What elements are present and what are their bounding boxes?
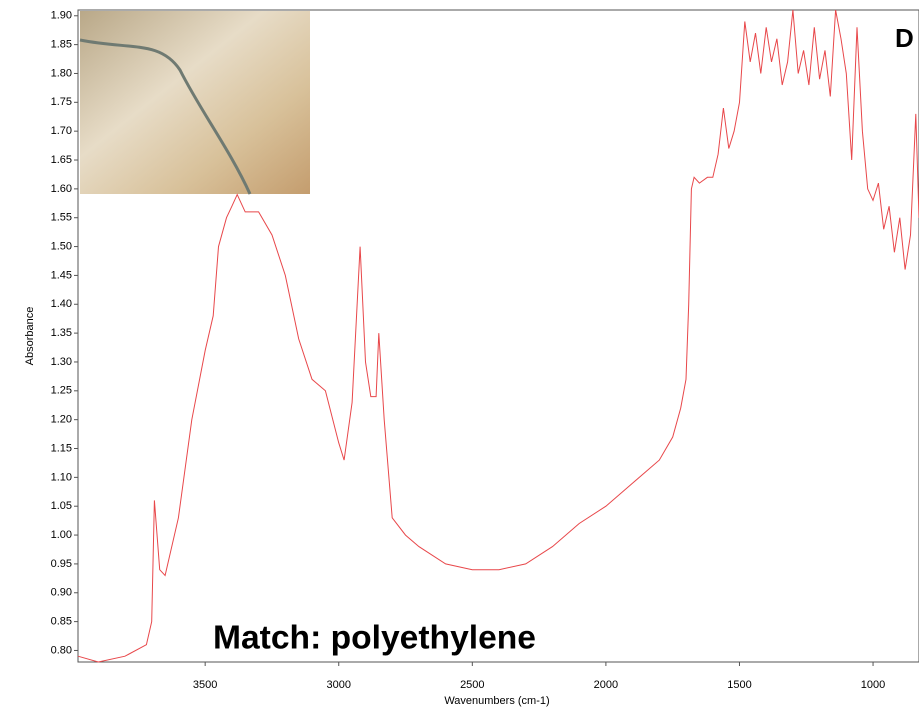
y-tick-label: 1.45 [51, 269, 72, 281]
y-tick-label: 1.25 [51, 385, 72, 397]
x-tick-label: 1500 [727, 679, 751, 691]
x-tick-label: 2500 [460, 679, 484, 691]
x-tick-label: 3500 [193, 679, 217, 691]
y-tick-label: 1.50 [51, 240, 72, 252]
x-tick-label: 3000 [326, 679, 350, 691]
y-tick-label: 1.90 [51, 10, 72, 22]
y-tick-label: 1.05 [51, 500, 72, 512]
y-tick-label: 1.00 [51, 529, 72, 541]
x-axis-label: Wavenumbers (cm-1) [444, 695, 549, 707]
y-tick-label: 1.55 [51, 212, 72, 224]
panel-label: D [895, 23, 914, 53]
spectrum-line [77, 9, 919, 663]
photo [80, 11, 310, 194]
y-tick-label: 0.85 [51, 616, 72, 628]
y-axis-label: Absorbance [24, 307, 36, 366]
x-tick-label: 2000 [594, 679, 618, 691]
y-tick-label: 1.70 [51, 125, 72, 137]
y-tick-label: 1.35 [51, 327, 72, 339]
y-tick-label: 1.60 [51, 183, 72, 195]
annotation: Match: polyethylene [213, 619, 536, 656]
y-tick-label: 1.85 [51, 39, 72, 51]
y-tick-label: 1.20 [51, 414, 72, 426]
plot-frame [77, 9, 919, 663]
y-tick-label: 0.80 [51, 644, 72, 656]
y-tick-label: 0.95 [51, 558, 72, 570]
y-tick-label: 1.15 [51, 442, 72, 454]
y-tick-label: 1.65 [51, 154, 72, 166]
y-tick-label: 0.90 [51, 587, 72, 599]
y-tick-label: 1.10 [51, 471, 72, 483]
photo-inset [79, 11, 310, 195]
y-tick-label: 1.80 [51, 67, 72, 79]
y-tick-label: 1.75 [51, 96, 72, 108]
y-tick-label: 1.30 [51, 356, 72, 368]
photo-crack [79, 38, 252, 195]
y-tick-label: 1.40 [51, 298, 72, 310]
x-tick-label: 1000 [861, 679, 885, 691]
